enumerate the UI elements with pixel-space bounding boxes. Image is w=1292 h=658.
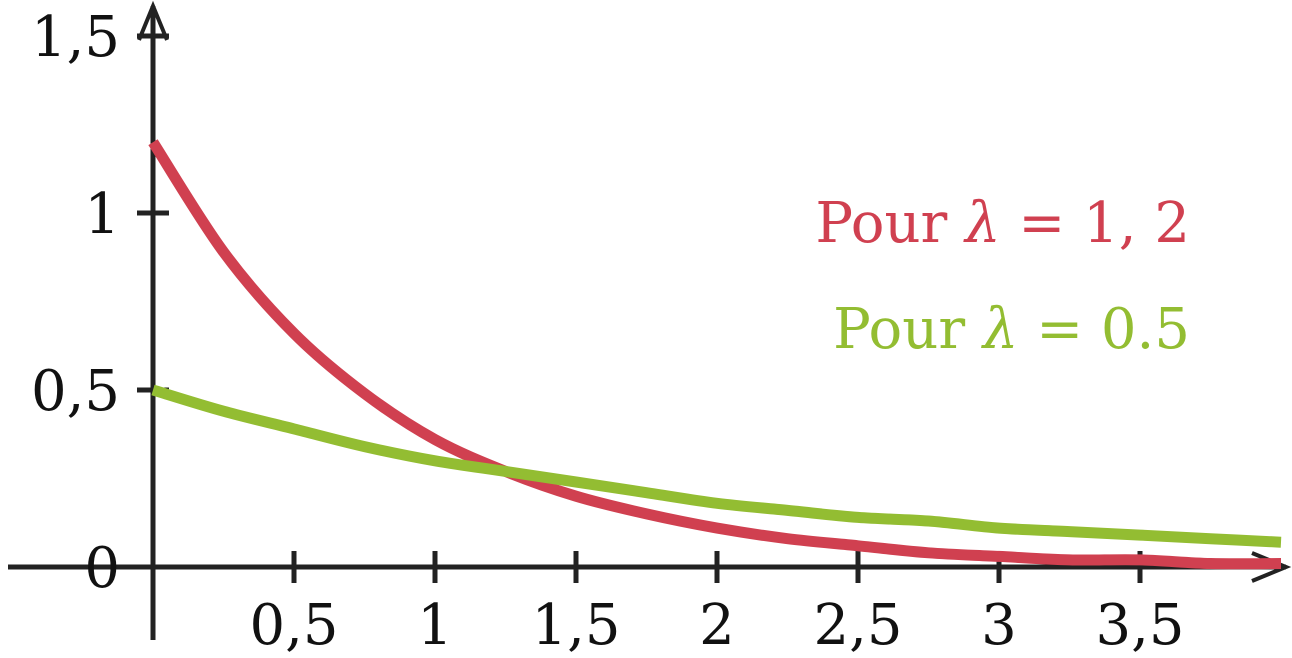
- y-tick-label: 0: [84, 536, 120, 601]
- legend-prefix: Pour: [833, 297, 983, 362]
- x-axis-arrowhead: [1251, 551, 1292, 583]
- x-tick-label: 0,5: [249, 593, 338, 658]
- series-lines: [148, 139, 1282, 570]
- legend-entry-lambda-1-2: Pour λ = 1, 2: [815, 191, 1190, 256]
- legend-prefix: Pour: [815, 191, 965, 256]
- x-tick-label: 3,5: [1095, 593, 1184, 658]
- x-tick-label: 1: [417, 593, 453, 658]
- legend-suffix: = 1, 2: [1001, 191, 1190, 256]
- lambda-symbol: λ: [981, 297, 1019, 362]
- y-axis-ticks: 0 0,5 1 1,5: [31, 5, 169, 601]
- series-line-1: [151, 384, 1282, 548]
- axes: [8, 0, 1292, 640]
- x-tick-label: 3: [981, 593, 1017, 658]
- y-tick-label: 1: [84, 182, 120, 247]
- x-tick-label: 1,5: [531, 593, 620, 658]
- x-tick-label: 2: [699, 593, 735, 658]
- legend: Pour λ = 1, 2 Pour λ = 0.5: [815, 191, 1190, 362]
- x-axis-ticks: 0,5 1 1,5 2 2,5 3 3,5: [249, 551, 1185, 658]
- y-tick-label: 1,5: [31, 5, 120, 70]
- y-tick-label: 0,5: [31, 359, 120, 424]
- series-line-0: [148, 139, 1282, 570]
- lambda-symbol: λ: [963, 191, 1001, 256]
- legend-entry-lambda-0-5: Pour λ = 0.5: [833, 297, 1190, 362]
- y-axis-arrowhead: [137, 0, 169, 41]
- x-tick-label: 2,5: [813, 593, 902, 658]
- legend-suffix: = 0.5: [1018, 297, 1190, 362]
